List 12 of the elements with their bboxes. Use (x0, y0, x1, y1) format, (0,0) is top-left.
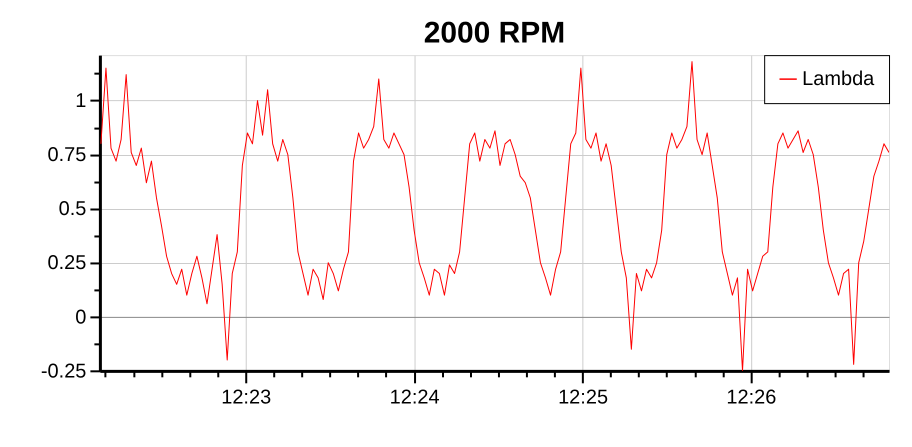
y-tick-label: 1 (75, 90, 86, 112)
y-tick-label: -0.25 (40, 360, 86, 382)
y-tick-label: 0 (75, 306, 86, 328)
chart-title: 2000 RPM (424, 16, 566, 50)
legend-label: Lambda (802, 68, 876, 90)
x-tick-label: 12:23 (221, 386, 272, 408)
x-tick-label: 12:25 (558, 386, 608, 408)
y-tick-label: 0.5 (58, 198, 86, 220)
x-tick-label: 12:24 (390, 386, 440, 408)
y-tick-label: 0.25 (48, 252, 86, 274)
y-tick-label: 0.75 (48, 144, 86, 166)
x-tick-label: 12:26 (726, 386, 776, 408)
